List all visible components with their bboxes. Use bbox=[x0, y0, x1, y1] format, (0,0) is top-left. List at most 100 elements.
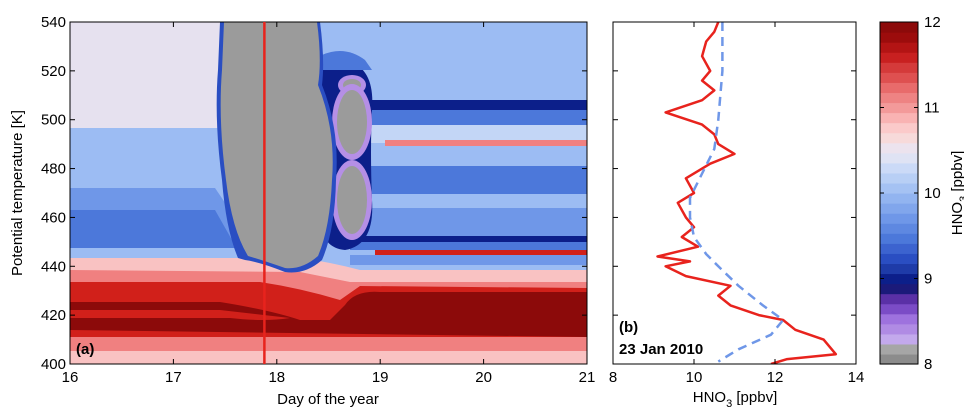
colorbar-swatch bbox=[880, 32, 918, 43]
colorbar-swatch bbox=[880, 132, 918, 144]
contour-streak-9 bbox=[350, 242, 587, 250]
colorbar-label-unit: [ppbv] bbox=[949, 151, 964, 196]
colorbar-swatch bbox=[880, 42, 918, 53]
contour-band-salmon-low bbox=[70, 337, 587, 351]
colorbar-swatch bbox=[880, 162, 918, 174]
colorbar-label-main: HNO bbox=[949, 202, 964, 235]
blob-3 bbox=[337, 166, 367, 234]
contour-streak-5 bbox=[350, 166, 587, 194]
colorbar-swatch bbox=[880, 263, 918, 275]
y-tick-label-a: 440 bbox=[41, 258, 66, 275]
panel-label-b: (b) bbox=[619, 319, 638, 336]
colorbar-swatch bbox=[880, 172, 918, 184]
depletion-column bbox=[220, 22, 333, 269]
x-axis-label-b-main: HNO bbox=[693, 389, 726, 406]
contour-band-pale bbox=[70, 22, 220, 128]
colorbar-tick-label: 11 bbox=[924, 100, 940, 117]
colorbar-tick-label: 8 bbox=[924, 356, 932, 373]
contour-streak-pink bbox=[385, 140, 587, 146]
date-label-b: 23 Jan 2010 bbox=[619, 341, 703, 358]
colorbar-tick-label: 9 bbox=[924, 271, 932, 288]
colorbar-swatch bbox=[880, 193, 918, 204]
colorbar-swatch bbox=[880, 203, 918, 214]
colorbar-swatches bbox=[880, 22, 918, 365]
x-tick-label-a: 18 bbox=[268, 369, 285, 386]
colorbar-swatch bbox=[880, 353, 918, 365]
colorbar-swatch bbox=[880, 303, 918, 315]
colorbar-swatch bbox=[880, 283, 918, 295]
colorbar-ticks: 8 9 10 11 12 bbox=[880, 14, 941, 373]
x-axis-label-b: HNO3 [ppbv] bbox=[693, 389, 778, 408]
contour-field bbox=[70, 22, 587, 364]
colorbar-swatch bbox=[880, 102, 918, 114]
axes-frame-b bbox=[612, 21, 857, 365]
x-tick-label-b: 8 bbox=[609, 369, 617, 386]
x-tick-label-b: 12 bbox=[767, 369, 784, 386]
x-tick-label-a: 17 bbox=[165, 369, 182, 386]
y-axis-label-a: Potential temperature [K] bbox=[9, 110, 26, 276]
colorbar-swatch bbox=[880, 52, 918, 63]
y-tick-label-a: 420 bbox=[41, 307, 66, 324]
y-tick-label-a: 540 bbox=[41, 14, 66, 31]
colorbar-label-sub: 3 bbox=[958, 196, 964, 202]
profile-series bbox=[656, 22, 838, 364]
colorbar-swatch bbox=[880, 223, 918, 234]
colorbar-swatch bbox=[880, 22, 918, 33]
contour-streak-1 bbox=[335, 100, 587, 110]
y-tick-label-a: 400 bbox=[41, 356, 66, 373]
contour-streak-red bbox=[375, 250, 587, 255]
colorbar-swatch bbox=[880, 233, 918, 244]
y-tick-label-a: 500 bbox=[41, 112, 66, 129]
x-tick-label-b: 10 bbox=[686, 369, 703, 386]
colorbar-tick-label: 12 bbox=[924, 14, 941, 31]
x-tick-label-a: 16 bbox=[62, 369, 79, 386]
panel-a: 16 17 18 19 20 21 400 420 440 460 480 500 520 540 (a)… bbox=[9, 14, 595, 408]
colorbar-swatch bbox=[880, 122, 918, 134]
contour-streak-10 bbox=[350, 255, 587, 265]
profile-line-observed bbox=[656, 22, 838, 364]
colorbar-swatch bbox=[880, 323, 918, 335]
contour-streak-4 bbox=[360, 146, 587, 166]
colorbar-swatch bbox=[880, 293, 918, 305]
x-tick-label-a: 19 bbox=[372, 369, 389, 386]
axes-frame-a bbox=[69, 21, 588, 365]
x-axis-label-b-sub: 3 bbox=[726, 398, 732, 408]
colorbar-swatch bbox=[880, 152, 918, 164]
colorbar-swatch bbox=[880, 72, 918, 83]
axes-a-ticks: 16 17 18 19 20 21 400 420 440 460 480 500 520 540 bbox=[41, 14, 595, 386]
x-axis-label-a: Day of the year bbox=[277, 391, 379, 408]
contour-band-red-inner bbox=[70, 310, 290, 320]
y-tick-label-a: 520 bbox=[41, 63, 66, 80]
contour-streak-3 bbox=[360, 125, 587, 143]
profile-line-dashed bbox=[688, 22, 785, 363]
contour-band-mid2 bbox=[70, 210, 240, 248]
panel-label-a: (a) bbox=[76, 341, 94, 358]
colorbar-swatch bbox=[880, 182, 918, 194]
colorbar: 8 9 10 11 12 HNO3 [ppbv] bbox=[879, 14, 964, 373]
colorbar-tick-label: 10 bbox=[924, 185, 941, 202]
colorbar-swatch bbox=[880, 82, 918, 94]
colorbar-swatch bbox=[880, 62, 918, 73]
colorbar-swatch bbox=[880, 213, 918, 224]
contour-navy-top bbox=[320, 51, 372, 70]
colorbar-swatch bbox=[880, 92, 918, 104]
contour-streak-2 bbox=[335, 110, 587, 125]
colorbar-swatch bbox=[880, 142, 918, 154]
contour-band-light bbox=[70, 128, 220, 188]
contour-streak-6 bbox=[360, 194, 587, 208]
colorbar-swatch bbox=[880, 333, 918, 345]
x-tick-label-b: 14 bbox=[848, 369, 865, 386]
x-tick-label-a: 21 bbox=[579, 369, 596, 386]
x-axis-label-b-unit: [ppbv] bbox=[732, 389, 777, 406]
panel-b: 8 10 12 14 (b) 23 Jan 2010 HNO3 [ppbv] bbox=[609, 21, 865, 408]
colorbar-swatch bbox=[880, 313, 918, 325]
y-tick-label-a: 480 bbox=[41, 161, 66, 178]
x-tick-label-a: 20 bbox=[475, 369, 492, 386]
contour-streak-8 bbox=[330, 236, 587, 242]
colorbar-swatch bbox=[880, 112, 918, 124]
blob-2 bbox=[337, 90, 367, 154]
plot-area-b bbox=[613, 22, 856, 364]
colorbar-swatch bbox=[880, 253, 918, 265]
contour-band-darkred bbox=[70, 291, 587, 337]
colorbar-label: HNO3 [ppbv] bbox=[949, 151, 964, 236]
